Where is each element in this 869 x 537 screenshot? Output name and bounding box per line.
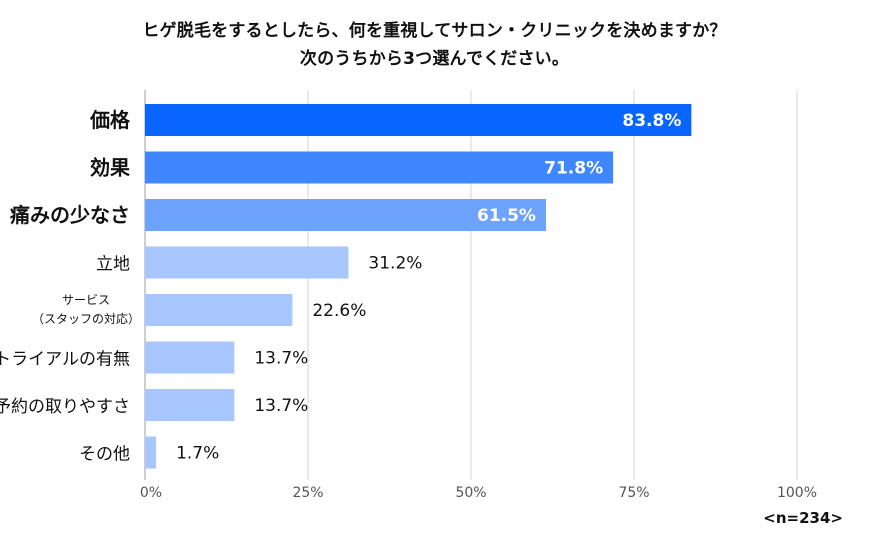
category-label: （スタッフの対応） (32, 312, 140, 326)
x-tick-label: 0% (140, 485, 162, 501)
category-label: 価格 (89, 108, 131, 132)
category-label: その他 (79, 445, 130, 465)
bar (145, 341, 235, 374)
value-label: 22.6% (312, 301, 366, 321)
value-label: 31.2% (368, 254, 422, 274)
bar (145, 151, 614, 184)
x-tick-label: 25% (292, 485, 323, 501)
bar (145, 199, 546, 231)
category-label: 立地 (96, 255, 130, 275)
value-label: 1.7% (176, 444, 219, 464)
chart-title-line-2: 次のうちから3つ選んでください。 (299, 49, 570, 69)
x-tick-label: 100% (777, 485, 817, 501)
sample-size-note: <n=234> (763, 509, 843, 527)
category-label: 予約の取りやすさ (0, 397, 130, 417)
category-label: サービス (62, 293, 110, 307)
bar (145, 246, 349, 279)
x-tick-label: 75% (618, 485, 649, 501)
x-tick-label: 50% (455, 485, 486, 501)
chart-title-line-1: ヒゲ脱毛をするとしたら、何を重視してサロン・クリニックを決めますか？ (142, 21, 727, 41)
value-label: 71.8% (544, 159, 603, 179)
category-label: 効果 (90, 156, 130, 180)
value-label: 13.7% (254, 396, 308, 416)
category-label: 痛みの少なさ (10, 203, 130, 227)
value-label: 13.7% (254, 349, 308, 369)
bar (145, 389, 235, 421)
bar (145, 104, 692, 136)
category-label: トライアルの有無 (0, 350, 130, 370)
value-label: 61.5% (477, 206, 536, 226)
bar (145, 294, 293, 326)
bar (145, 436, 157, 469)
value-label: 83.8% (622, 111, 681, 131)
